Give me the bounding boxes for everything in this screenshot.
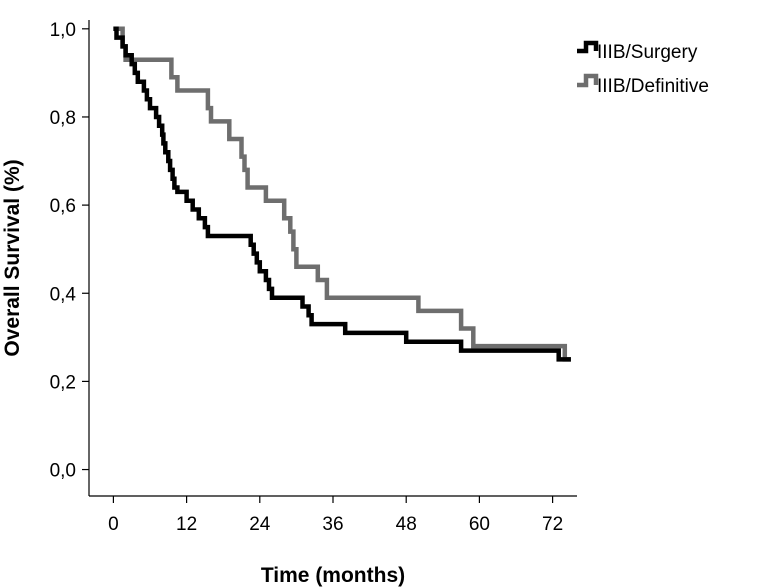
x-tick-label: 72 bbox=[542, 514, 563, 535]
legend: IIIB/Surgery IIIB/Definitive bbox=[577, 40, 709, 97]
y-tick-label: 0,2 bbox=[50, 372, 76, 393]
ticks-layer: 0 12 24 36 48 60 72 0,0 0,2 0,4 0,6 0,8 1,0 bbox=[50, 20, 564, 535]
x-tick-label: 0 bbox=[108, 514, 119, 535]
x-tick-label: 60 bbox=[469, 514, 490, 535]
legend-label-surgery: IIIB/Surgery bbox=[597, 42, 698, 63]
legend-swatch-surgery bbox=[577, 40, 599, 54]
y-tick-label: 0,0 bbox=[50, 461, 76, 482]
series-line-surgery bbox=[113, 26, 571, 362]
x-tick-label: 48 bbox=[396, 514, 417, 535]
series-line-definitive bbox=[113, 26, 571, 362]
y-tick-label: 0,6 bbox=[50, 196, 76, 217]
x-tick-label: 36 bbox=[322, 514, 343, 535]
legend-label-definitive: IIIB/Definitive bbox=[597, 76, 709, 97]
series-layer bbox=[113, 26, 571, 362]
x-tick-label: 24 bbox=[249, 514, 271, 535]
y-tick-label: 0,8 bbox=[50, 108, 76, 129]
y-axis-title: Overall Survival (%) bbox=[1, 159, 24, 356]
legend-swatch-definitive bbox=[577, 73, 599, 88]
x-axis-title: Time (months) bbox=[261, 564, 405, 587]
y-tick-label: 1,0 bbox=[50, 20, 76, 41]
x-tick-label: 12 bbox=[176, 514, 197, 535]
y-tick-label: 0,4 bbox=[50, 284, 77, 305]
